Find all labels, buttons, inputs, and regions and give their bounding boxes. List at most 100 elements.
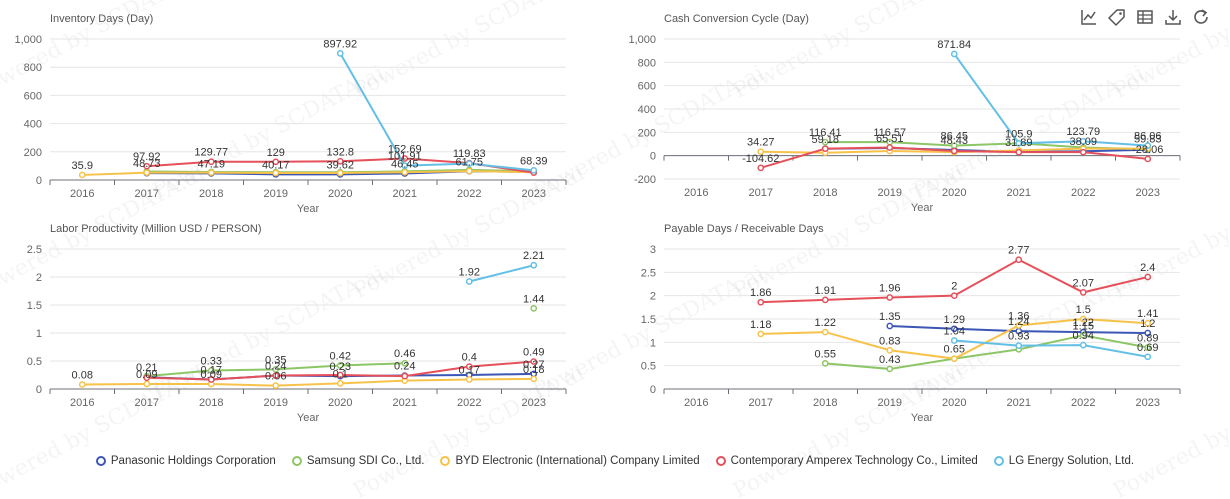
data-table-icon[interactable] — [1134, 6, 1156, 28]
data-label: 0.17 — [459, 364, 480, 376]
data-label: 105.9 — [1005, 128, 1033, 140]
data-label: 2.21 — [523, 250, 544, 262]
data-label: 1.86 — [750, 287, 771, 299]
data-point — [336, 371, 344, 379]
y-tick-label: 2 — [36, 272, 42, 284]
line-chart-icon[interactable] — [1078, 6, 1100, 28]
data-point — [272, 382, 280, 389]
x-tick-label: 2018 — [813, 187, 837, 199]
data-point — [465, 160, 473, 167]
y-tick-label: 1.5 — [27, 300, 42, 312]
data-point — [950, 325, 958, 333]
data-label: 0.94 — [1073, 330, 1094, 342]
data-label: 897.92 — [323, 38, 357, 50]
data-label: 129 — [267, 147, 285, 159]
x-tick-label: 2017 — [749, 187, 773, 199]
legend-label: Samsung SDI Co., Ltd. — [306, 455, 425, 467]
legend-item-byd-electronic[interactable]: BYD Electronic (International) Company L… — [440, 455, 700, 467]
legend-label: Panasonic Holdings Corporation — [110, 455, 276, 467]
data-point — [950, 355, 958, 363]
chart-title: Payable Days / Receivable Days — [664, 223, 824, 235]
x-tick-label: 2017 — [135, 188, 159, 200]
data-point — [821, 359, 829, 367]
legend-item-panasonic[interactable]: Panasonic Holdings Corporation — [95, 455, 276, 467]
x-axis-title: Year — [297, 203, 320, 215]
tag-icon[interactable] — [1106, 6, 1128, 28]
chart-grid: Inventory Days (Day)02004006008001,00020… — [14, 13, 1181, 424]
series-line — [954, 339, 1148, 358]
data-label: 0.18 — [523, 364, 544, 376]
data-label: 0.06 — [265, 371, 286, 383]
data-label: 0.33 — [201, 356, 222, 368]
x-tick-label: 2023 — [522, 188, 546, 200]
legend-item-catl[interactable]: Contemporary Amperex Technology Co., Lim… — [715, 455, 978, 467]
data-label: 116.57 — [873, 127, 906, 139]
data-label: 34.27 — [747, 137, 775, 149]
x-tick-label: 2018 — [199, 188, 223, 200]
x-tick-label: 2019 — [264, 397, 288, 409]
data-point — [821, 328, 829, 336]
x-tick-label: 2023 — [522, 397, 546, 409]
y-tick-label: 2.5 — [27, 244, 42, 256]
data-point — [886, 144, 894, 151]
legend-marker — [993, 456, 1004, 466]
data-label: 86.45 — [940, 131, 968, 143]
data-point — [1015, 139, 1023, 147]
y-tick-label: 3 — [650, 244, 656, 256]
data-label: 0.65 — [944, 344, 965, 356]
x-tick-label: 2020 — [942, 187, 966, 199]
y-tick-label: -200 — [634, 174, 656, 186]
data-point — [465, 363, 473, 370]
x-tick-label: 2018 — [813, 397, 837, 409]
data-label: 0.09 — [201, 369, 222, 381]
legend-label: Contemporary Amperex Technology Co., Lim… — [730, 455, 978, 467]
download-icon[interactable] — [1162, 6, 1184, 28]
data-point — [143, 380, 151, 388]
data-point — [950, 147, 958, 155]
data-point — [401, 155, 409, 162]
data-label: 1.04 — [944, 325, 965, 337]
y-tick-label: 600 — [638, 81, 656, 93]
data-point — [1144, 353, 1152, 361]
data-point — [401, 372, 409, 380]
data-label: 1.5 — [1076, 304, 1091, 316]
y-tick-label: 200 — [638, 127, 656, 139]
data-point — [336, 169, 344, 177]
data-point — [272, 372, 280, 379]
data-point — [1079, 137, 1087, 145]
y-tick-label: 1 — [650, 337, 656, 349]
x-axis-title: Year — [911, 412, 934, 424]
x-axis-title: Year — [911, 202, 934, 214]
data-label: 1.24 — [1008, 316, 1029, 328]
refresh-icon[interactable] — [1190, 6, 1212, 28]
y-tick-label: 0.5 — [27, 356, 42, 368]
data-label: 129.77 — [194, 147, 228, 159]
data-label: 1.92 — [459, 266, 480, 278]
data-label: 39.62 — [326, 159, 354, 171]
data-point — [530, 358, 538, 365]
legend-item-lg-energy[interactable]: LG Energy Solution, Ltd. — [993, 455, 1134, 467]
legend-item-samsung-sdi[interactable]: Samsung SDI Co., Ltd. — [291, 455, 425, 467]
data-point — [1079, 331, 1087, 339]
data-point — [272, 158, 280, 166]
data-label: 0.43 — [879, 354, 900, 366]
data-label: 1.35 — [879, 311, 900, 323]
data-label: 59.83 — [1134, 134, 1162, 146]
legend-marker — [291, 456, 302, 466]
x-tick-label: 2023 — [1136, 187, 1160, 199]
data-point — [886, 365, 894, 373]
x-tick-label: 2016 — [684, 397, 708, 409]
data-point — [1144, 142, 1152, 149]
data-label: 2 — [951, 281, 957, 293]
y-tick-label: 800 — [24, 62, 42, 74]
data-point — [757, 148, 765, 156]
data-label: 1.44 — [523, 293, 544, 305]
data-point — [950, 337, 958, 344]
data-point — [207, 367, 215, 374]
data-label: 1.29 — [944, 314, 965, 326]
data-point — [1144, 344, 1152, 351]
data-point — [78, 381, 86, 388]
y-tick-label: 800 — [638, 57, 656, 69]
data-label: 1.18 — [750, 319, 771, 331]
x-tick-label: 2022 — [457, 188, 481, 200]
